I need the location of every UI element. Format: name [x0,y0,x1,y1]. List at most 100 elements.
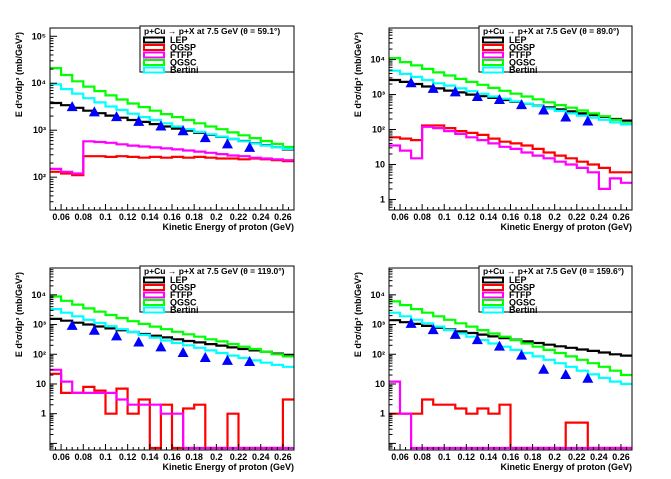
legend-label-bertini: Bertini [170,65,199,75]
series-qgsc-line [50,67,294,149]
legend-swatch-qgsc [482,299,504,306]
x-tick-label: 0.24 [252,212,270,222]
y-tick-label: 10⁴ [371,290,385,300]
legend-swatch-lep [482,276,504,284]
x-tick-label: 0.24 [252,452,270,462]
plot-area [50,295,294,450]
data-point [244,355,256,366]
y-axis-title: E d³σ/dp³ (mb/GeV²) [14,32,24,117]
x-tick-label: 0.24 [590,212,608,222]
y-tick-label: 10 [375,379,385,389]
x-tick-label: 0.14 [141,452,159,462]
x-tick-label: 0.08 [413,212,431,222]
x-tick-label: 0.2 [210,452,223,462]
series-qgsp-line [50,155,294,177]
x-tick-label: 0.26 [274,212,292,222]
legend-swatch-lep [143,36,165,44]
x-tick-label: 0.18 [524,452,542,462]
data-point [177,347,189,358]
data-point [199,132,211,143]
series-qgsp-line [389,398,632,450]
legend-label-ftfp: FTFP [509,50,532,60]
legend-label-qgsp: QGSP [170,43,196,53]
x-tick-label: 0.1 [99,212,112,222]
x-tick-label: 0.1 [438,212,451,222]
data-point [221,354,233,365]
y-tick-label: 10⁴ [32,78,46,88]
data-point [177,125,189,136]
y-tick-label: 10⁴ [371,55,385,65]
chart-title: p+Cu → p+X at 7.5 GeV (θ = 119.0°) [144,266,285,276]
legend-label-bertini: Bertini [509,305,538,315]
data-point [133,336,145,347]
legend-label-bertini: Bertini [170,305,199,315]
y-tick-label: 10⁵ [32,31,46,41]
x-tick-label: 0.26 [274,452,292,462]
data-point [449,86,461,97]
data-point [405,317,417,328]
legend-swatch-bertini [143,66,165,74]
legend-label-qgsc: QGSC [509,298,536,308]
series-bertini-line [389,69,632,126]
x-tick-label: 0.14 [480,212,498,222]
data-point [88,324,100,335]
x-tick-label: 0.06 [391,212,409,222]
x-tick-label: 0.16 [502,452,520,462]
legend-swatch-lep [143,276,165,284]
data-point [133,115,145,126]
data-point [471,334,483,345]
data-point [66,101,78,112]
x-tick-label: 0.22 [568,212,586,222]
y-tick-label: 10³ [33,320,46,330]
legend-label-ftfp: FTFP [170,50,193,60]
data-point [538,104,550,115]
y-tick-label: 1 [380,409,385,419]
y-axis-title: E d³σ/dp³ (mb/GeV²) [353,32,363,117]
x-tick-label: 0.18 [185,452,203,462]
y-tick-label: 10³ [33,125,46,135]
x-tick-label: 0.16 [163,212,181,222]
series-ftfp-line [50,140,294,175]
data-point [493,340,505,351]
x-tick-label: 0.22 [568,452,586,462]
plot-area [50,67,294,177]
x-tick-label: 0.14 [141,212,159,222]
legend-label-qgsp: QGSP [509,283,535,293]
data-point [449,328,461,339]
data-point [199,351,211,362]
data-point [405,77,417,88]
x-tick-label: 0.22 [230,452,248,462]
x-tick-label: 0.26 [612,452,630,462]
x-axis-title: Kinetic Energy of proton (GeV) [162,462,294,472]
legend-label-lep: LEP [170,35,188,45]
data-point [427,82,439,93]
legend-label-lep: LEP [170,275,188,285]
legend: p+Cu → p+X at 7.5 GeV (θ = 59.1°)LEPQGSP… [139,25,295,75]
legend-label-qgsp: QGSP [170,283,196,293]
y-tick-label: 10² [372,125,385,135]
legend-swatch-qgsc [143,299,165,306]
legend-label-bertini: Bertini [509,65,538,75]
chart-panel-4: 0.06 0.08 0.1 0.12 0.14 0.16 0.18 0.2 0.22 0.24 0.… [353,265,633,472]
legend-swatch-bertini [482,66,504,74]
y-tick-label: 10² [372,349,385,359]
legend-label-ftfp: FTFP [170,290,193,300]
legend-swatch-lep [482,36,504,44]
y-tick-label: 10³ [372,90,385,100]
legend-label-qgsc: QGSC [170,298,197,308]
legend-swatch-bertini [482,306,504,314]
x-tick-label: 0.1 [438,452,451,462]
legend: p+Cu → p+X at 7.5 GeV (θ = 159.6°)LEPQGS… [478,265,633,315]
data-point [582,372,594,383]
legend-swatch-bertini [143,306,165,314]
x-tick-label: 0.2 [548,452,561,462]
data-point [244,141,256,152]
chart-title: p+Cu → p+X at 7.5 GeV (θ = 159.6°) [483,266,624,276]
y-axis-title: E d³σ/dp³ (mb/GeV²) [353,272,363,357]
data-point [111,330,123,341]
legend-label-ftfp: FTFP [509,290,532,300]
x-tick-label: 0.26 [612,212,630,222]
data-point [155,341,167,352]
y-tick-label: 10⁴ [32,290,46,300]
